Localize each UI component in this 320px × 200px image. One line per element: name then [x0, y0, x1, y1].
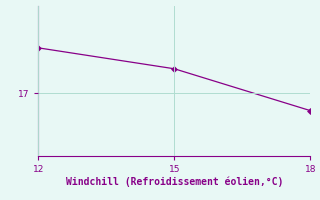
X-axis label: Windchill (Refroidissement éolien,°C): Windchill (Refroidissement éolien,°C): [66, 177, 283, 187]
